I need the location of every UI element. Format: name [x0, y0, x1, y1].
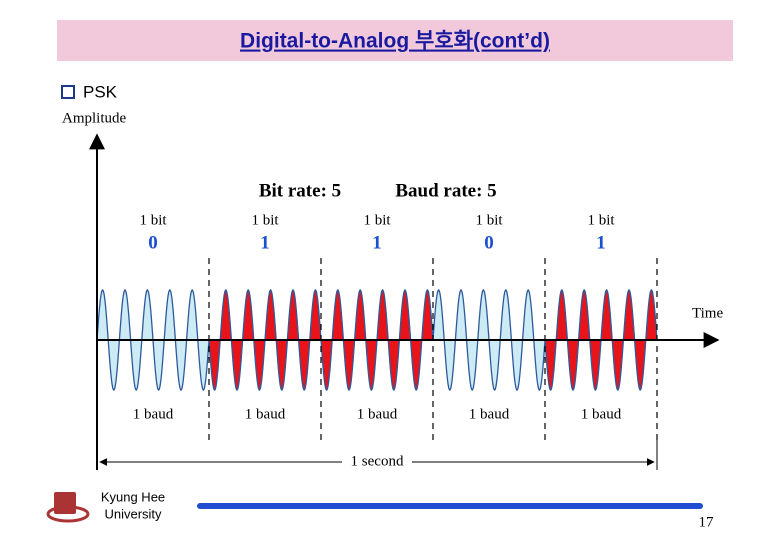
title-bar [57, 20, 733, 61]
bullet-text: PSK [83, 82, 118, 101]
title: Digital-to-Analog 부호화(cont’d) [240, 30, 550, 53]
y-axis-label: Amplitude [62, 110, 127, 126]
baud-label: 1 baud [133, 406, 174, 422]
bit-label: 1 bit [251, 212, 279, 228]
x-axis-label: Time [692, 305, 723, 321]
bullet-icon [61, 85, 75, 99]
bit-rate: Bit rate: 5 [259, 180, 341, 201]
label-bg [342, 454, 412, 470]
baud-label: 1 baud [357, 406, 398, 422]
bit-label: 1 bit [363, 212, 391, 228]
footer-bar [197, 503, 703, 509]
bit-value: 1 [372, 232, 382, 253]
logo [46, 492, 90, 523]
bit-label: 1 bit [587, 212, 615, 228]
page-number: 17 [699, 514, 715, 530]
university-line: Kyung Hee [101, 489, 165, 504]
bit-value: 0 [484, 232, 494, 253]
university-line: University [104, 506, 162, 521]
bit-value: 1 [260, 232, 270, 253]
bit-label: 1 bit [475, 212, 503, 228]
duration-label: 1 second [351, 453, 404, 469]
bit-value: 0 [148, 232, 158, 253]
baud-label: 1 baud [469, 406, 510, 422]
bit-value: 1 [596, 232, 606, 253]
baud-label: 1 baud [581, 406, 622, 422]
baud-rate: Baud rate: 5 [395, 180, 496, 201]
bit-label: 1 bit [139, 212, 167, 228]
baud-label: 1 baud [245, 406, 286, 422]
